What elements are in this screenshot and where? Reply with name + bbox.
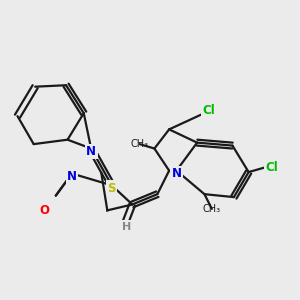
Text: N: N xyxy=(67,170,77,183)
Text: O: O xyxy=(39,204,49,217)
Text: Cl: Cl xyxy=(202,104,215,117)
Text: S: S xyxy=(107,182,116,195)
Text: CH₃: CH₃ xyxy=(130,139,149,149)
Text: Cl: Cl xyxy=(266,161,279,174)
Text: CH₃: CH₃ xyxy=(203,204,221,214)
Text: N: N xyxy=(172,167,182,180)
Text: H: H xyxy=(122,222,131,232)
Text: N: N xyxy=(86,145,96,158)
